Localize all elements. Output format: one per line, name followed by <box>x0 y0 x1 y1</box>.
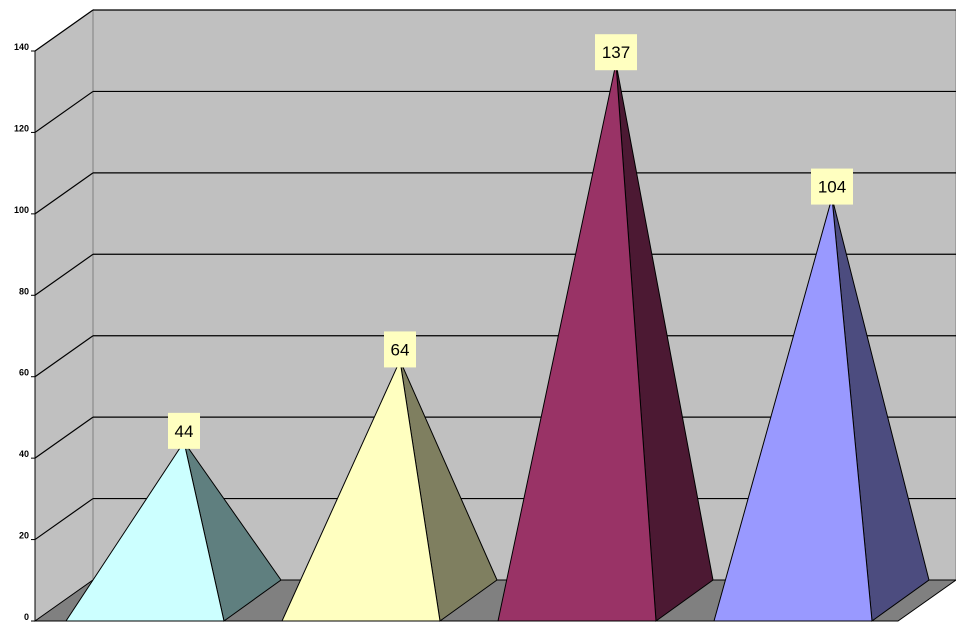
data-label: 44 <box>175 422 194 441</box>
gridline-diagonal <box>34 253 94 296</box>
data-label: 104 <box>818 178 846 197</box>
gridline-diagonal <box>34 90 94 133</box>
data-label-box <box>168 412 200 449</box>
y-tick-label: 100 <box>14 205 29 215</box>
pyramid-bar <box>497 63 657 622</box>
y-tick-label: 120 <box>14 123 29 133</box>
data-label: 64 <box>391 340 410 359</box>
gridline-diagonal <box>34 416 94 459</box>
y-tick-label: 40 <box>19 449 29 459</box>
pyramid-bar <box>281 358 441 622</box>
gridline-diagonal <box>34 335 94 378</box>
gridline-diagonal <box>34 9 94 52</box>
y-tick-label: 20 <box>19 531 29 541</box>
gridline-diagonal <box>34 172 94 215</box>
data-labels: 44 64 137 104 <box>168 34 853 449</box>
data-label-box <box>811 168 853 205</box>
pyramid-bar <box>713 197 873 622</box>
y-tick-label: 60 <box>19 368 29 378</box>
y-axis: 0 20 40 60 80 100 120 140 <box>14 42 35 622</box>
gridline-diagonal <box>34 498 94 541</box>
y-tick-label: 80 <box>19 286 29 296</box>
side-wall <box>34 9 94 622</box>
y-tick-label: 140 <box>14 42 29 52</box>
data-label: 137 <box>602 43 630 62</box>
y-tick-label: 0 <box>24 612 29 622</box>
data-label-box <box>384 331 416 368</box>
pyramid-bar <box>65 440 225 622</box>
data-label-box <box>595 34 637 71</box>
bars <box>65 63 930 622</box>
